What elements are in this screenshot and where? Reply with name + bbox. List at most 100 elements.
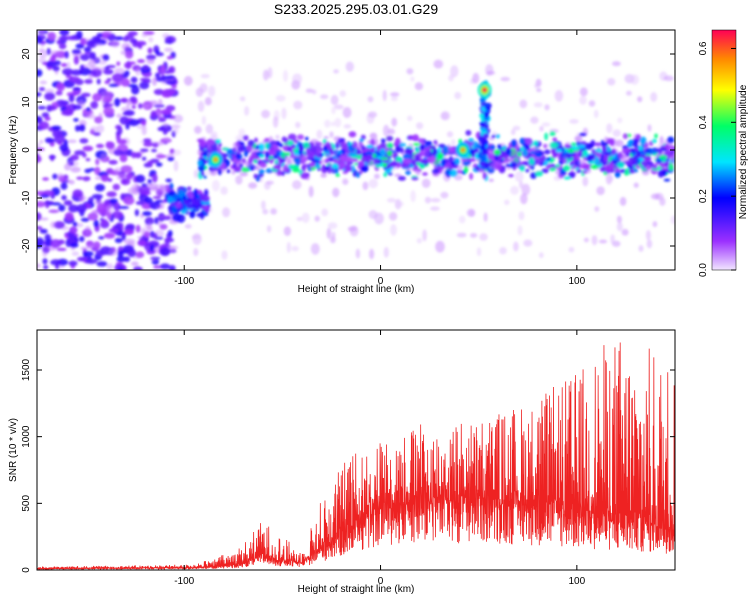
snr-x-label: Height of straight line (km): [298, 584, 415, 595]
heatmap-cell: [331, 231, 336, 239]
heatmap-cell: [594, 142, 602, 147]
heatmap-cell: [125, 172, 133, 180]
heatmap-cell: [488, 137, 495, 141]
heatmap-cell: [335, 160, 341, 164]
heatmap-cell: [645, 230, 651, 241]
heatmap-cell: [84, 51, 91, 55]
heatmap-cell: [639, 151, 646, 156]
colorbar-ticks: 0.0 0.2 0.4 0.6: [698, 41, 736, 277]
heatmap-cell: [272, 116, 279, 128]
heatmap-cell: [256, 165, 261, 171]
heatmap-cell: [37, 92, 42, 97]
heatmap-cell: [544, 132, 548, 141]
heatmap-cell: [138, 186, 151, 194]
heatmap-cell: [406, 68, 414, 75]
heatmap-cell: [141, 120, 147, 127]
heatmap-cell: [96, 78, 101, 85]
heatmap-cell: [151, 148, 157, 153]
heatmap-cell: [373, 173, 380, 179]
heatmap-cell: [47, 138, 56, 143]
y-tick-label: 20: [21, 48, 32, 60]
heatmap-cell: [291, 245, 299, 252]
heatmap-cell: [463, 165, 469, 174]
heatmap-cell: [519, 137, 526, 145]
heatmap-cell: [42, 251, 48, 257]
heatmap-cell: [87, 212, 99, 221]
heatmap-cell: [631, 158, 637, 166]
heatmap-cell: [407, 115, 413, 122]
heatmap-cell: [380, 157, 389, 161]
heatmap-cell: [37, 143, 41, 147]
heatmap-cell: [39, 30, 45, 37]
heatmap-cell: [382, 89, 387, 102]
heatmap-cell: [479, 121, 486, 126]
heatmap-cell: [261, 109, 271, 119]
heatmap-cell: [555, 169, 561, 175]
heatmap-cell: [111, 211, 124, 219]
heatmap-cell: [536, 159, 543, 166]
heatmap-cell: [650, 92, 658, 102]
heatmap-cell: [82, 176, 91, 181]
heatmap-cell: [61, 194, 67, 201]
heatmap-cell: [122, 111, 132, 116]
heatmap-cell: [670, 156, 675, 162]
heatmap-cell: [416, 152, 426, 156]
heatmap-cell: [113, 149, 124, 156]
heatmap-cell: [239, 171, 249, 177]
heatmap-cell: [152, 232, 158, 239]
heatmap-cell: [402, 158, 412, 165]
heatmap-cell: [419, 159, 429, 164]
heatmap-cell: [333, 136, 342, 142]
heatmap-cell: [201, 115, 207, 126]
heatmap-cell: [380, 138, 386, 144]
heatmap-cell: [67, 139, 77, 144]
heatmap-cell: [154, 216, 159, 225]
heatmap-cell: [84, 225, 91, 235]
heatmap-cell: [202, 149, 212, 153]
heatmap-cell: [491, 131, 498, 136]
heatmap-cell: [372, 150, 381, 155]
heatmap-cell: [213, 157, 219, 163]
heatmap-cell: [163, 47, 174, 53]
heatmap-cell: [125, 122, 130, 130]
x-tick-label: -100: [174, 276, 194, 287]
heatmap-cell: [59, 30, 70, 36]
heatmap-cell: [346, 161, 351, 167]
heatmap-cell: [323, 136, 329, 140]
heatmap-cell: [609, 138, 615, 147]
heatmap-cell: [68, 76, 81, 83]
heatmap-cell: [465, 130, 472, 136]
heatmap-cell: [619, 168, 626, 173]
y-tick-label: 10: [21, 96, 32, 108]
snr-series-line: [37, 342, 675, 570]
heatmap-cell: [72, 87, 82, 91]
heatmap-cell: [249, 154, 259, 160]
heatmap-cell: [268, 136, 274, 143]
heatmap-cell: [282, 69, 289, 82]
heatmap-cell: [483, 212, 488, 222]
heatmap-cell: [555, 164, 561, 168]
heatmap-cell: [603, 154, 609, 163]
heatmap-cell: [331, 106, 336, 115]
heatmap-cell: [663, 178, 671, 182]
heatmap-cell: [476, 247, 482, 257]
heatmap-cell: [535, 170, 543, 177]
heatmap-cell: [334, 104, 344, 110]
heatmap-cell: [64, 50, 69, 59]
heatmap-cell: [278, 143, 284, 148]
heatmap-cell: [129, 96, 137, 103]
heatmap-cell: [124, 228, 135, 236]
heatmap-cell: [368, 248, 375, 260]
heatmap-cell: [123, 244, 134, 252]
heatmap-cell: [483, 162, 490, 170]
heatmap-cell: [119, 154, 128, 163]
heatmap-cell: [131, 151, 137, 159]
heatmap-cell: [285, 168, 290, 173]
heatmap-cell: [70, 154, 79, 161]
heatmap-cell: [72, 221, 78, 227]
heatmap-cell: [259, 154, 265, 159]
heatmap-cell: [402, 153, 411, 160]
heatmap-cell: [512, 166, 517, 171]
heatmap-cell: [349, 225, 359, 237]
